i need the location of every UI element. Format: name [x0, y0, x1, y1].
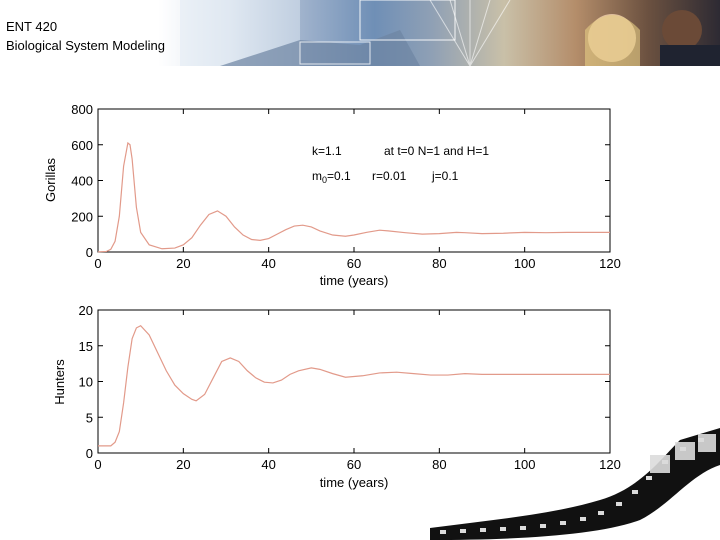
x-tick-label: 120	[599, 457, 621, 472]
y-tick-label: 600	[71, 138, 93, 153]
x-axis-label: time (years)	[320, 273, 389, 288]
y-tick-label: 0	[86, 446, 93, 461]
x-tick-label: 60	[347, 256, 361, 271]
y-tick-label: 15	[79, 339, 93, 354]
annotation-m0: m0=0.1	[312, 169, 351, 185]
x-tick-label: 100	[514, 256, 536, 271]
y-tick-label: 10	[79, 375, 93, 390]
header-banner: ENT 420 Biological System Modeling	[0, 0, 720, 66]
x-tick-label: 40	[261, 256, 275, 271]
x-tick-label: 100	[514, 457, 536, 472]
y-axis-label: Gorillas	[43, 157, 58, 202]
y-tick-label: 0	[86, 245, 93, 260]
x-tick-label: 80	[432, 457, 446, 472]
y-tick-label: 800	[71, 102, 93, 117]
annotation-m0-value: =0.1	[327, 169, 351, 183]
hunters-chart: 0 20 40 60 80 100 120 0 5 10 15 20 time (years) Hun…	[52, 303, 621, 490]
x-tick-label: 80	[432, 256, 446, 271]
y-tick-label: 5	[86, 410, 93, 425]
annotation-m0-symbol: m	[312, 169, 322, 183]
x-tick-label: 0	[94, 457, 101, 472]
annotation-r: r=0.01	[372, 169, 407, 183]
annotation-initial: at t=0 N=1 and H=1	[384, 144, 489, 158]
x-axis-label: time (years)	[320, 475, 389, 490]
x-tick-label: 20	[176, 256, 190, 271]
y-tick-label: 20	[79, 303, 93, 318]
y-axis-label: Hunters	[52, 359, 67, 405]
banner-title: ENT 420 Biological System Modeling	[6, 17, 165, 55]
x-tick-label: 0	[94, 256, 101, 271]
annotation-k: k=1.1	[312, 144, 342, 158]
banner-decoration	[180, 0, 720, 66]
film-strip-decoration	[430, 428, 720, 540]
x-tick-label: 40	[261, 457, 275, 472]
annotation-j: j=0.1	[431, 169, 459, 183]
x-tick-label: 60	[347, 457, 361, 472]
gorillas-series-line	[97, 141, 610, 253]
x-tick-label: 120	[599, 256, 621, 271]
plot-frame	[97, 108, 611, 253]
hunters-series-line	[98, 324, 610, 447]
y-tick-label: 400	[71, 174, 93, 189]
annotation-m0-subscript: 0	[322, 175, 327, 185]
course-title: Biological System Modeling	[6, 38, 165, 53]
course-code: ENT 420	[6, 19, 58, 34]
gorillas-chart: 0 20 40 60 80 100 120 0 200 400 600 800 time (years…	[43, 102, 621, 288]
x-tick-label: 20	[176, 457, 190, 472]
y-tick-label: 200	[71, 209, 93, 224]
